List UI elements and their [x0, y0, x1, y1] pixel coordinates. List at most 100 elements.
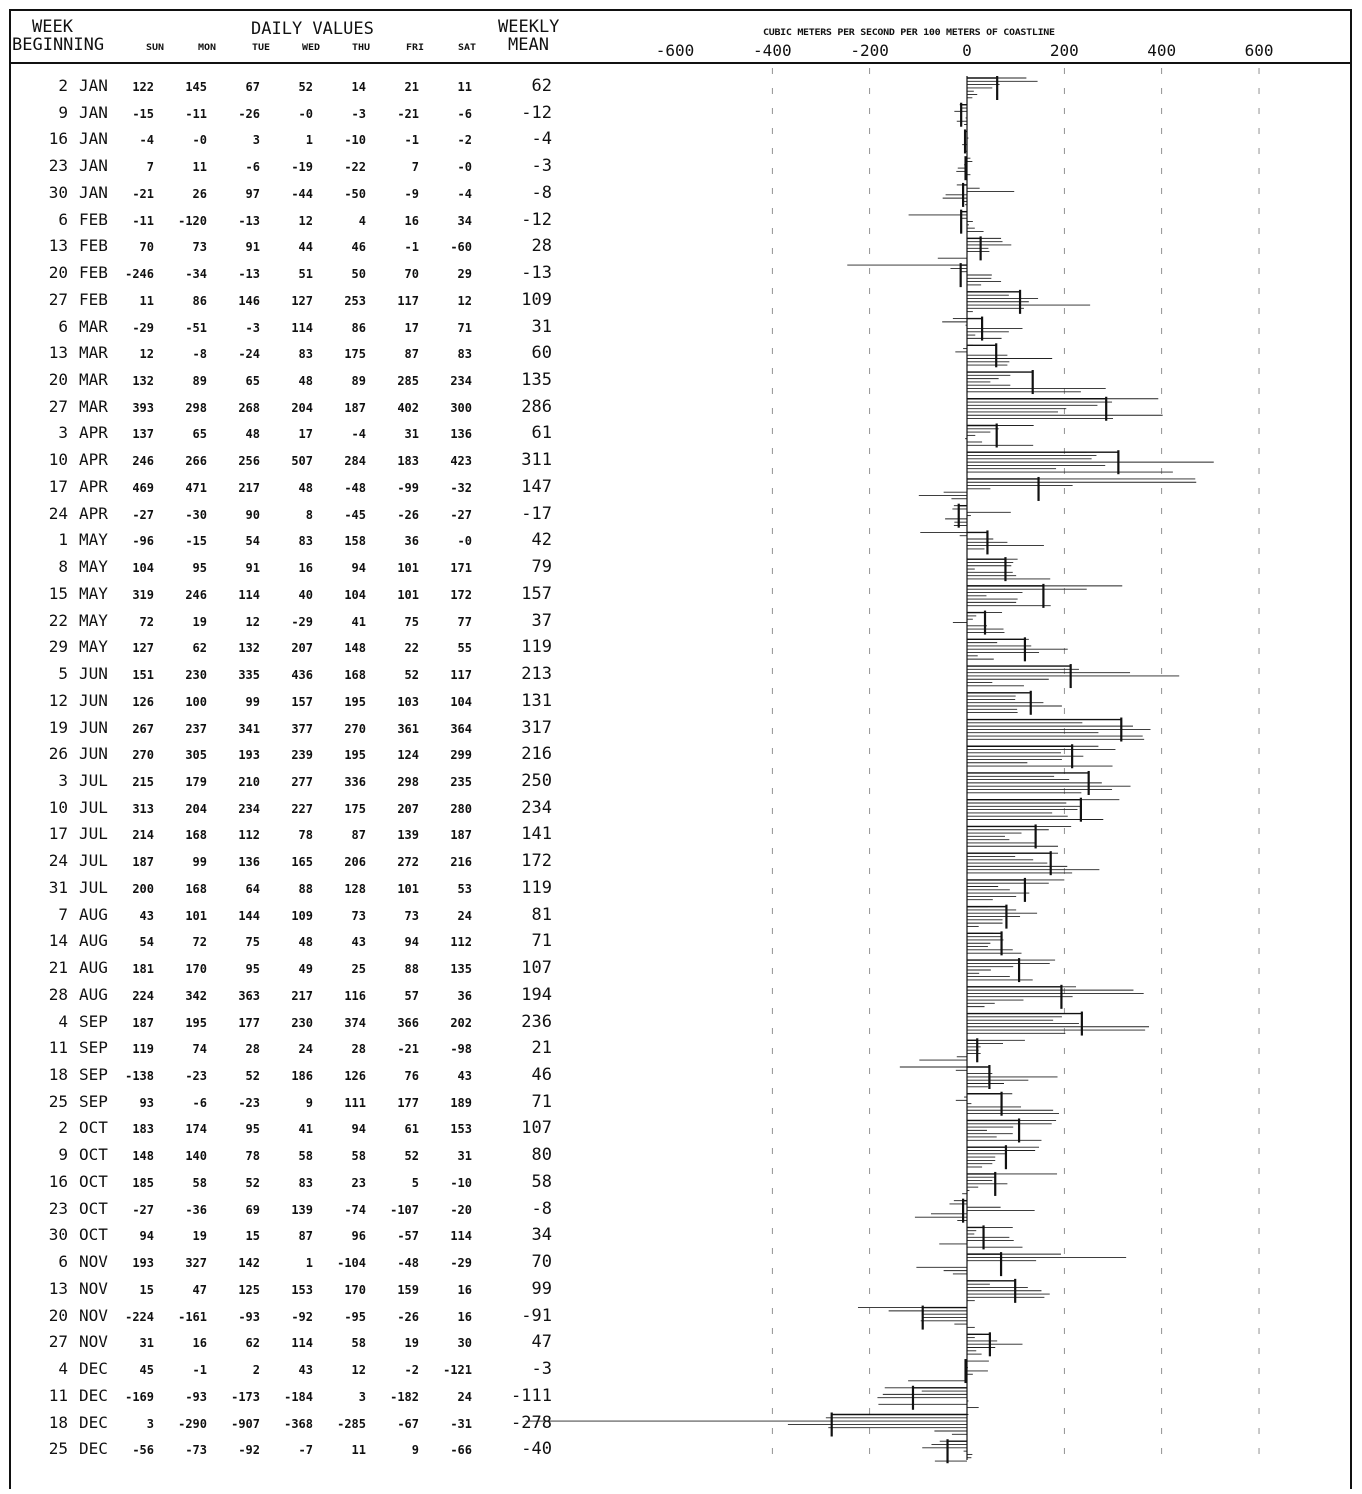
- week-day: 15: [48, 583, 68, 603]
- daily-value: 207: [291, 641, 313, 656]
- daily-value: -27: [132, 507, 154, 522]
- week-month: NOV: [79, 1305, 108, 1325]
- x-tick-label: 200: [1049, 41, 1079, 60]
- week-day: 30: [48, 1225, 68, 1245]
- daily-value: 195: [344, 694, 366, 709]
- daily-value: 11: [192, 160, 207, 175]
- daily-value: 272: [397, 855, 419, 870]
- daily-value: -4: [457, 186, 472, 201]
- daily-value: -34: [185, 267, 207, 282]
- table-row: 30 JAN -21 26 97 -44 -50 -9 -4 -8: [0, 184, 560, 212]
- daily-value: 46: [351, 240, 366, 255]
- week-month: MAY: [79, 637, 108, 657]
- weekly-mean: 34: [531, 1225, 552, 1246]
- table-row: 26 JUN 270 305 193 239 195 124 299 216: [0, 746, 560, 773]
- daily-value: 43: [298, 1363, 313, 1378]
- daily-value: 52: [404, 668, 419, 683]
- daily-value: 114: [450, 1229, 472, 1244]
- week-day: 26: [48, 744, 68, 764]
- daily-value: 179: [185, 774, 207, 789]
- daily-value: 69: [245, 1202, 260, 1217]
- daily-value: 77: [457, 614, 472, 629]
- daily-value: 116: [344, 988, 366, 1003]
- daily-value: 215: [132, 774, 154, 789]
- week-month: MAY: [79, 530, 108, 550]
- daily-value: -10: [344, 133, 366, 148]
- week-day: 24: [48, 851, 68, 871]
- daily-value: 45: [139, 1363, 154, 1378]
- daily-value: 174: [185, 1122, 207, 1137]
- week-day: 10: [48, 450, 68, 470]
- daily-value: 7: [411, 160, 419, 175]
- table-row: 13 MAR 12 -8 -24 83 175 87 83 60: [0, 345, 560, 372]
- daily-values-header: DAILY VALUES: [251, 19, 374, 39]
- week-month: MAR: [79, 316, 108, 336]
- daily-value: -51: [185, 320, 207, 335]
- daily-value: 73: [404, 908, 419, 923]
- daily-value: 114: [291, 1336, 313, 1351]
- daily-value: -56: [132, 1443, 154, 1458]
- daily-value: 361: [397, 721, 419, 736]
- daily-value: 49: [298, 962, 313, 977]
- week-month: AUG: [79, 904, 108, 924]
- daily-value: 89: [351, 374, 366, 389]
- daily-value: 83: [457, 347, 472, 362]
- daily-value: -36: [185, 1202, 207, 1217]
- daily-value: -73: [185, 1443, 207, 1458]
- daily-value: 1: [305, 133, 313, 148]
- weekly-mean: 37: [531, 610, 552, 631]
- daily-value: -26: [397, 1309, 419, 1324]
- daily-value: -10: [450, 1175, 472, 1190]
- daily-value: -4: [139, 133, 154, 148]
- daily-value: 230: [185, 668, 207, 683]
- weekly-mean: 250: [521, 770, 552, 791]
- daily-value: 51: [298, 267, 313, 282]
- week-day: 4: [58, 1011, 68, 1031]
- daily-value: 76: [404, 1069, 419, 1083]
- daily-value: 72: [192, 935, 207, 950]
- daily-value: -173: [231, 1389, 260, 1404]
- daily-value: -11: [185, 106, 207, 121]
- weekly-mean: 216: [521, 744, 552, 765]
- weekly-mean: 157: [521, 583, 552, 604]
- daily-value: 136: [450, 427, 472, 442]
- daily-value: 202: [450, 1015, 472, 1030]
- daily-value: 124: [397, 748, 419, 763]
- daily-value: 159: [397, 1282, 419, 1297]
- weekly-mean: -12: [521, 102, 552, 123]
- daily-value: 91: [245, 240, 260, 255]
- day-header-mon: MON: [198, 42, 217, 53]
- day-header-tue: TUE: [252, 42, 271, 53]
- week-day: 9: [58, 102, 68, 122]
- daily-value: 153: [450, 1122, 472, 1137]
- daily-value: 187: [132, 1015, 154, 1030]
- daily-value: 31: [139, 1336, 154, 1351]
- table-row: 2 OCT 183 174 95 41 94 61 153 107: [0, 1120, 560, 1147]
- weekly-mean: -17: [521, 503, 552, 524]
- daily-value: -22: [344, 160, 366, 175]
- table-row: 5 JUN 151 230 335 436 168 52 117 213: [0, 666, 560, 693]
- daily-value: 111: [344, 1095, 366, 1110]
- table-row: 1 MAY -96 -15 54 83 158 36 -0 42: [0, 532, 560, 559]
- weekly-mean: 286: [521, 396, 552, 417]
- daily-value: 48: [298, 374, 313, 389]
- daily-value: 186: [291, 1069, 313, 1083]
- daily-value: 423: [450, 454, 472, 469]
- daily-value: 507: [291, 454, 313, 469]
- daily-value: -26: [238, 106, 260, 121]
- week-day: 27: [48, 289, 68, 309]
- week-day: 13: [48, 236, 68, 256]
- daily-value: 270: [344, 721, 366, 736]
- daily-value: 114: [291, 320, 313, 335]
- daily-value: -13: [238, 267, 260, 282]
- weekly-mean: 80: [531, 1145, 552, 1166]
- x-axis-label: CUBIC METERS PER SECOND PER 100 METERS O…: [763, 27, 1055, 38]
- week-header-line1: WEEK: [32, 17, 73, 37]
- daily-value: 132: [132, 374, 154, 389]
- week-day: 13: [48, 343, 68, 363]
- table-row: 30 OCT 94 19 15 87 96 -57 114 34: [0, 1227, 560, 1254]
- daily-value: 168: [185, 881, 207, 896]
- daily-value: -6: [457, 106, 472, 121]
- week-day: 18: [48, 1065, 68, 1084]
